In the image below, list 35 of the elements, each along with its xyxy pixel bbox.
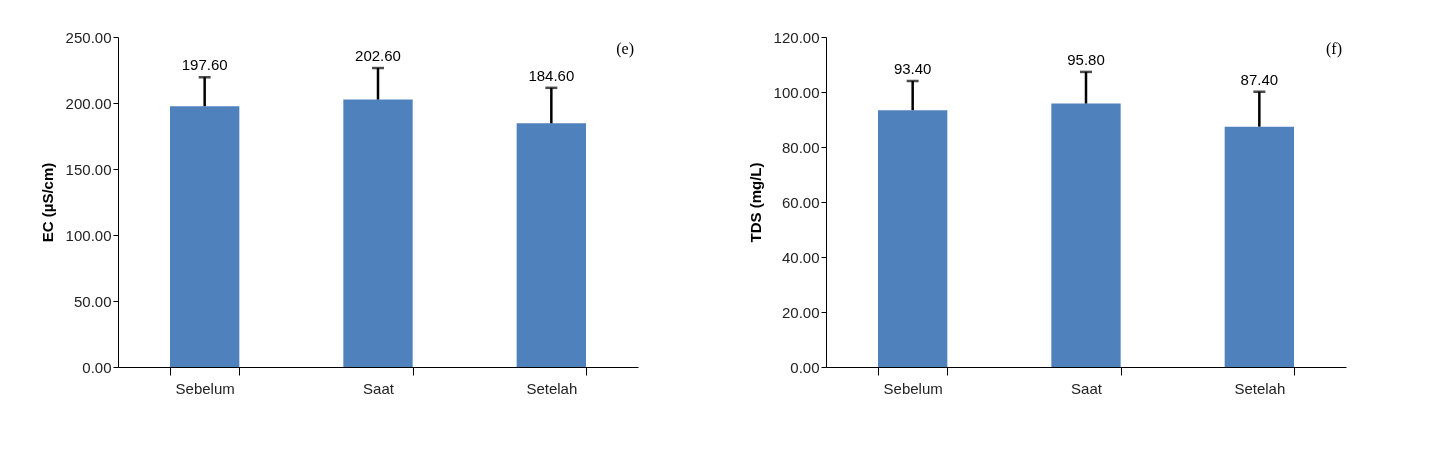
y-tick-label: 50.00 [73, 292, 112, 310]
data-label: 87.40 [1240, 70, 1279, 88]
x-tick-label: Sebelum [175, 379, 235, 397]
y-tick-label: 250.00 [65, 28, 112, 46]
data-label: 202.60 [355, 47, 401, 65]
y-tick-label: 0.00 [790, 358, 820, 376]
annotation: (f) [1326, 40, 1342, 58]
y-axis-title: TDS (mg/L) [746, 162, 764, 243]
y-tick-label: 80.00 [781, 138, 820, 156]
y-tick-label: 60.00 [781, 193, 820, 211]
y-axis-title: EC (µS/cm) [38, 162, 56, 243]
y-tick-label: 200.00 [65, 94, 112, 112]
bar [516, 123, 586, 367]
y-tick-label: 40.00 [781, 248, 820, 266]
bar [878, 110, 948, 367]
data-label: 184.60 [528, 66, 575, 84]
y-tick-label: 100.00 [773, 83, 820, 101]
y-tick-label: 150.00 [65, 160, 112, 178]
bar [1051, 103, 1121, 367]
y-tick-label: 100.00 [65, 226, 112, 244]
data-label: 197.60 [181, 56, 228, 74]
bar [343, 99, 413, 367]
bar [170, 106, 240, 367]
bar [1224, 126, 1294, 367]
data-label: 95.80 [1067, 50, 1105, 68]
y-tick-label: 0.00 [82, 358, 112, 376]
x-tick-label: Saat [363, 379, 395, 397]
y-tick-label: 120.00 [773, 28, 820, 46]
data-label: 93.40 [893, 60, 932, 77]
x-tick-label: Setelah [526, 379, 578, 397]
y-tick-label: 20.00 [781, 303, 820, 321]
x-tick-label: Saat [1071, 379, 1103, 397]
x-tick-label: Sebelum [883, 379, 943, 397]
annotation: (e) [616, 40, 634, 58]
x-tick-label: Setelah [1234, 379, 1286, 397]
